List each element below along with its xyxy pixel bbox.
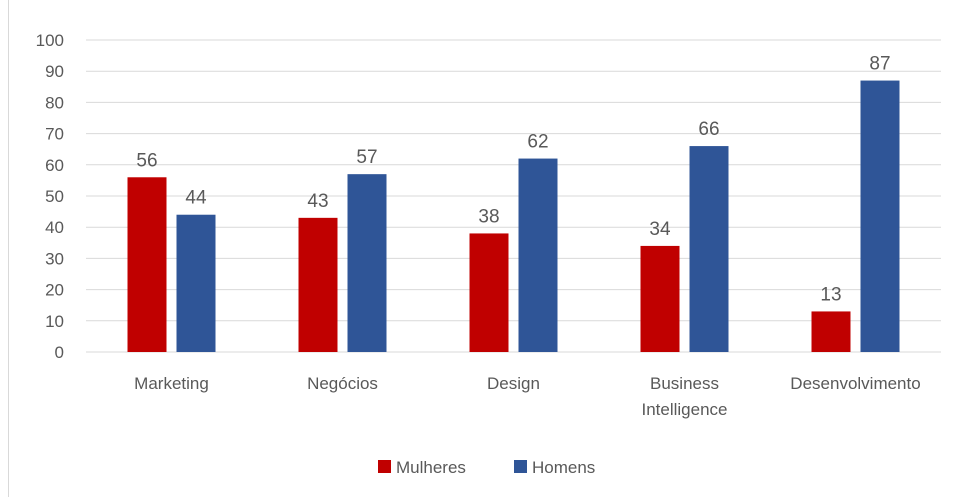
bar-homens [689, 146, 729, 352]
data-label: 44 [185, 188, 207, 209]
data-label: 66 [698, 119, 719, 140]
data-label: 87 [869, 54, 890, 75]
y-tick-label: 80 [45, 93, 64, 112]
data-label: 57 [356, 147, 377, 168]
x-axis: Marketing Negócios Design Business Intellige… [134, 374, 921, 419]
y-tick-label: 100 [36, 31, 64, 50]
y-tick-label: 20 [45, 281, 64, 300]
chart-border [8, 0, 9, 497]
y-tick-label: 30 [45, 249, 64, 268]
bar-homens [518, 158, 558, 352]
bar-homens [860, 80, 900, 352]
x-tick-label: Desenvolvimento [790, 374, 920, 393]
gridlines [86, 39, 941, 353]
data-label: 56 [136, 150, 157, 171]
data-label: 38 [478, 206, 499, 227]
bar-mulheres [469, 233, 509, 352]
x-tick-label: Marketing [134, 374, 209, 393]
data-label: 34 [649, 219, 671, 240]
legend-label: Mulheres [396, 458, 466, 477]
data-label: 43 [307, 191, 328, 212]
x-tick-label: Negócios [307, 374, 378, 393]
bar-mulheres [298, 217, 338, 352]
y-tick-label: 0 [55, 343, 64, 362]
bar-mulheres [127, 177, 167, 352]
legend-label: Homens [532, 458, 595, 477]
y-tick-label: 10 [45, 312, 64, 331]
x-tick-label: Intelligence [641, 400, 727, 419]
bar-mulheres [640, 245, 680, 352]
y-axis: 0 10 20 30 40 50 60 70 80 90 100 [36, 31, 64, 362]
x-tick-label: Design [487, 374, 540, 393]
bar-mulheres [811, 311, 851, 352]
legend: Mulheres Homens [378, 458, 595, 477]
y-tick-label: 60 [45, 156, 64, 175]
y-tick-label: 90 [45, 62, 64, 81]
bar-homens [176, 214, 216, 352]
y-tick-label: 70 [45, 125, 64, 144]
bar-homens [347, 174, 387, 352]
legend-swatch [378, 460, 391, 473]
x-tick-label: Business [650, 374, 719, 393]
bars [127, 80, 900, 352]
legend-swatch [514, 460, 527, 473]
y-tick-label: 50 [45, 187, 64, 206]
data-label: 62 [527, 132, 548, 153]
data-label: 13 [820, 284, 841, 305]
data-labels: 56 44 43 57 38 62 34 66 13 87 [136, 54, 890, 306]
y-tick-label: 40 [45, 218, 64, 237]
